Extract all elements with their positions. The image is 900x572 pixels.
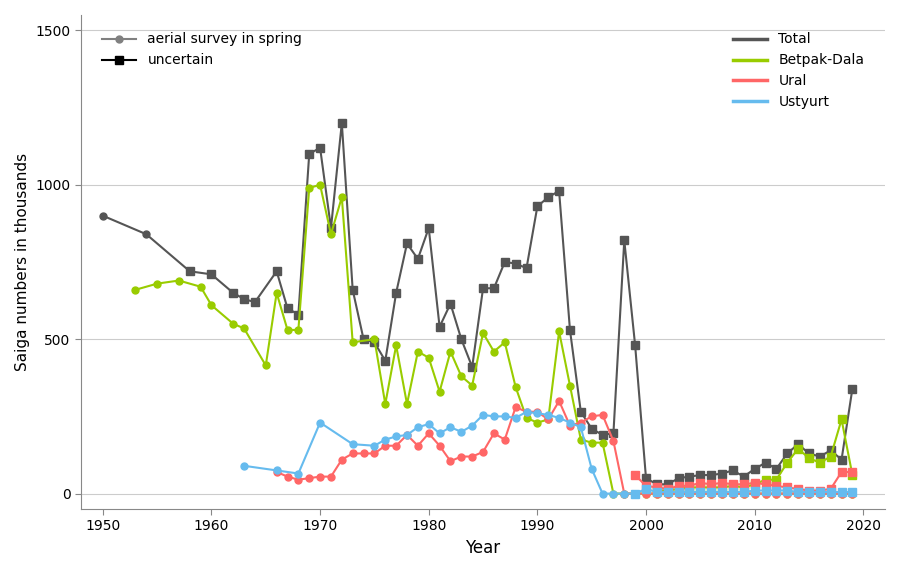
Y-axis label: Saiga numbers in thousands: Saiga numbers in thousands	[15, 153, 30, 371]
Legend: Total, Betpak-Dala, Ural, Ustyurt: Total, Betpak-Dala, Ural, Ustyurt	[727, 27, 870, 115]
X-axis label: Year: Year	[465, 539, 500, 557]
